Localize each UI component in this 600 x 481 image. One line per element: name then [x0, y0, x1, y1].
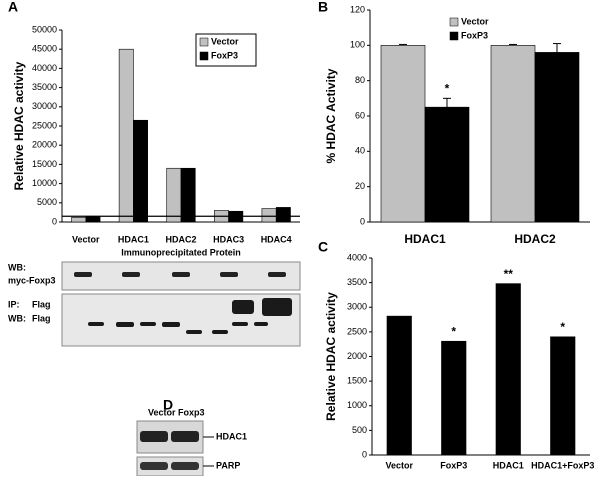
y-tick-label: 1000 [347, 400, 367, 410]
y-tick-label: 40000 [32, 63, 57, 73]
y-tick-label: 20000 [32, 140, 57, 150]
x-tick-label: Vector [385, 460, 413, 470]
legend-swatch [199, 37, 209, 47]
x-tick-label: HDAC1 [118, 234, 149, 244]
band-label: HDAC1 [216, 431, 247, 441]
legend-swatch [199, 51, 209, 61]
y-tick-label: 2000 [347, 351, 367, 361]
significance: * [560, 320, 565, 334]
x-tick-label: HDAC2 [514, 232, 556, 246]
blot-label: Flag [32, 299, 51, 309]
y-tick-label: 25000 [32, 120, 57, 130]
y-tick-label: 100 [350, 40, 365, 50]
y-tick-label: 0 [360, 216, 365, 226]
bar [490, 45, 536, 223]
y-tick-label: 80 [355, 75, 365, 85]
bar [550, 336, 576, 456]
y-tick-label: 10000 [32, 178, 57, 188]
y-tick-label: 0 [362, 449, 367, 459]
y-tick-label: 30000 [32, 101, 57, 111]
y-tick-label: 3500 [347, 277, 367, 287]
x-tick-label: HDAC3 [213, 234, 244, 244]
y-tick-label: 35000 [32, 82, 57, 92]
bar [261, 208, 277, 223]
y-tick-label: 45000 [32, 44, 57, 54]
y-tick-label: 60 [355, 110, 365, 120]
y-tick-label: 40 [355, 146, 365, 156]
y-tick-label: 1500 [347, 376, 367, 386]
x-tick-label: HDAC2 [165, 234, 196, 244]
panel-label: D [163, 397, 173, 413]
bar [441, 340, 467, 456]
y-tick-label: 120 [350, 4, 365, 14]
bar [118, 48, 134, 223]
blot-bands [74, 272, 286, 277]
bar [380, 45, 426, 223]
y-tick-label: 500 [352, 425, 367, 435]
blot-band [171, 462, 199, 470]
significance: ** [504, 267, 514, 281]
significance: * [445, 82, 450, 96]
y-tick-label: 50000 [32, 24, 57, 34]
legend-label: FoxP3 [461, 30, 488, 40]
y-axis-label: % HDAC Activity [324, 68, 338, 163]
x-tick-label: HDAC1+FoxP3 [531, 460, 594, 470]
y-tick-label: 4000 [347, 252, 367, 262]
x-tick-label: HDAC4 [261, 234, 292, 244]
bar [166, 167, 182, 223]
blot-band [140, 462, 168, 470]
blot [61, 293, 301, 347]
blot-bands [88, 298, 292, 334]
bar [275, 207, 291, 223]
bar [495, 283, 521, 456]
panel-label: B [318, 0, 328, 15]
y-axis-label: Relative HDAC activity [324, 292, 338, 421]
x-tick-label: FoxP3 [440, 460, 467, 470]
lane-label: Foxp3 [178, 407, 205, 417]
legend-label: Vector [461, 16, 489, 26]
bar [534, 52, 580, 223]
y-tick-label: 0 [52, 216, 57, 226]
lane-label: Vector [148, 407, 176, 417]
legend-swatch [449, 31, 459, 41]
y-tick-label: 15000 [32, 159, 57, 169]
y-tick-label: 2500 [347, 326, 367, 336]
y-axis-label: Relative HDAC activity [12, 61, 26, 190]
band-label: PARP [216, 460, 240, 470]
bar [180, 167, 196, 223]
x-axis-label: Immunoprecipitated Protein [121, 247, 241, 257]
legend-label: FoxP3 [211, 50, 238, 60]
blot-band [140, 431, 168, 442]
bar [386, 315, 412, 456]
y-tick-label: 3000 [347, 302, 367, 312]
y-tick-label: 20 [355, 181, 365, 191]
bar [133, 119, 148, 223]
legend-swatch [449, 17, 459, 27]
blot-label: Flag [32, 313, 51, 323]
y-tick-label: 5000 [37, 197, 57, 207]
blot-label: WB: [8, 313, 26, 323]
bar [85, 215, 101, 223]
panel-label: C [318, 239, 328, 255]
bar [71, 217, 87, 223]
blot-label: IP: [8, 299, 20, 309]
x-tick-label: HDAC1 [404, 232, 446, 246]
blot-label: myc-Foxp3 [8, 275, 56, 285]
panel-label: A [8, 0, 18, 15]
blot-band [171, 431, 199, 442]
legend-label: Vector [211, 36, 239, 46]
x-tick-label: HDAC1 [493, 460, 524, 470]
significance: * [451, 324, 456, 338]
x-tick-label: Vector [72, 234, 100, 244]
bar [424, 106, 470, 223]
blot-label: WB: [8, 262, 26, 272]
